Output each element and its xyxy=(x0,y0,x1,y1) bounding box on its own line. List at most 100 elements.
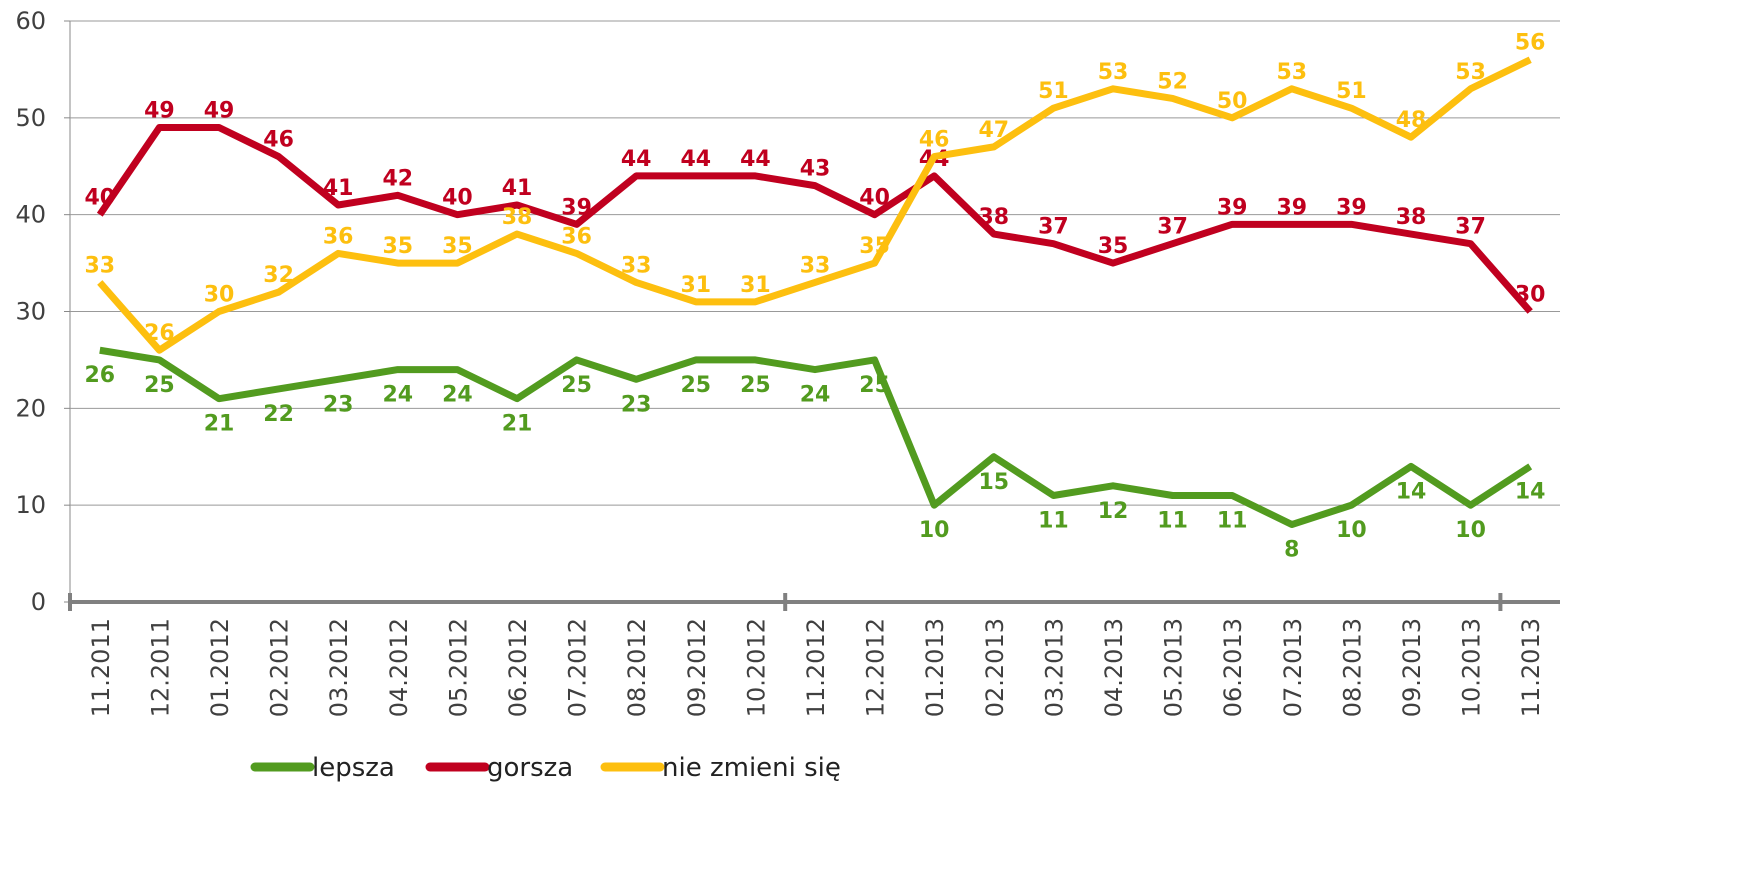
data-label: 22 xyxy=(263,402,294,427)
x-tick-label: 03.2012 xyxy=(325,618,353,717)
x-tick-label: 12.2012 xyxy=(862,618,890,717)
data-label: 44 xyxy=(621,147,652,172)
data-label: 44 xyxy=(680,147,711,172)
data-label: 24 xyxy=(442,383,473,408)
data-label: 25 xyxy=(740,373,771,398)
series-line xyxy=(96,124,1533,314)
data-label: 36 xyxy=(561,224,592,249)
data-label: 51 xyxy=(1336,79,1367,104)
data-label: 43 xyxy=(800,157,831,182)
data-label: 35 xyxy=(442,234,473,259)
data-label: 53 xyxy=(1276,60,1307,85)
x-tick-label: 07.2013 xyxy=(1279,618,1307,717)
data-label: 10 xyxy=(1455,518,1486,543)
x-tick-label: 12.2011 xyxy=(146,618,174,717)
data-label: 25 xyxy=(859,373,890,398)
data-label: 14 xyxy=(1396,479,1427,504)
data-label: 40 xyxy=(859,186,890,211)
data-label: 31 xyxy=(740,273,771,298)
data-label: 37 xyxy=(1455,215,1486,240)
data-label: 37 xyxy=(1157,215,1188,240)
data-label: 25 xyxy=(680,373,711,398)
x-tick-label: 02.2012 xyxy=(266,618,294,717)
data-label: 39 xyxy=(1336,195,1367,220)
x-tick-label: 01.2013 xyxy=(921,618,949,717)
data-label: 37 xyxy=(1038,215,1069,240)
x-tick-label: 06.2013 xyxy=(1219,618,1247,717)
legend-label: nie zmieni się xyxy=(662,753,841,783)
data-label: 11 xyxy=(1038,508,1069,533)
data-label: 39 xyxy=(1276,195,1307,220)
data-label: 42 xyxy=(382,166,413,191)
data-label: 46 xyxy=(919,128,950,153)
data-label: 23 xyxy=(323,392,354,417)
data-label: 25 xyxy=(144,373,175,398)
data-label: 52 xyxy=(1157,69,1188,94)
x-tick-label: 04.2012 xyxy=(385,618,413,717)
data-label: 33 xyxy=(84,253,115,278)
x-tick-label: 05.2012 xyxy=(444,618,472,717)
data-label: 32 xyxy=(263,263,294,288)
data-label: 53 xyxy=(1098,60,1129,85)
data-label: 12 xyxy=(1098,499,1129,524)
x-tick-label: 11.2011 xyxy=(87,618,115,717)
x-tick-label: 09.2013 xyxy=(1398,618,1426,717)
x-tick-label: 05.2013 xyxy=(1160,618,1188,717)
data-label: 38 xyxy=(502,205,533,230)
data-label: 33 xyxy=(800,253,831,278)
data-label: 10 xyxy=(919,518,950,543)
legend-label: gorsza xyxy=(487,753,573,783)
data-label: 26 xyxy=(144,321,175,346)
x-tick-label: 10.2013 xyxy=(1458,618,1486,717)
data-label: 36 xyxy=(323,224,354,249)
x-tick-label: 10.2012 xyxy=(742,618,770,717)
data-label: 38 xyxy=(1396,205,1427,230)
x-tick-label: 03.2013 xyxy=(1040,618,1068,717)
y-tick-label: 50 xyxy=(15,104,46,132)
data-label: 30 xyxy=(204,283,235,308)
data-label: 38 xyxy=(978,205,1009,230)
data-label: 40 xyxy=(442,186,473,211)
data-label: 56 xyxy=(1515,31,1546,56)
data-label: 8 xyxy=(1284,538,1299,563)
y-tick-label: 40 xyxy=(15,201,46,229)
data-label: 39 xyxy=(1217,195,1248,220)
data-label: 21 xyxy=(204,412,235,437)
series-line xyxy=(99,346,1533,529)
data-label: 25 xyxy=(561,373,592,398)
data-label: 10 xyxy=(1336,518,1367,543)
data-label: 11 xyxy=(1157,508,1188,533)
x-tick-label: 08.2013 xyxy=(1338,618,1366,717)
data-label: 40 xyxy=(84,186,115,211)
y-tick-label: 60 xyxy=(15,7,46,35)
x-tick-label: 09.2012 xyxy=(683,618,711,717)
data-label: 49 xyxy=(144,99,175,124)
data-label: 35 xyxy=(382,234,413,259)
x-tick-label: 01.2012 xyxy=(206,618,234,717)
data-label: 26 xyxy=(84,363,115,388)
data-label: 15 xyxy=(978,470,1009,495)
x-tick-label: 02.2013 xyxy=(981,618,1009,717)
x-tick-label: 04.2013 xyxy=(1100,618,1128,717)
y-tick-label: 0 xyxy=(31,588,46,616)
data-label: 49 xyxy=(204,99,235,124)
data-label: 24 xyxy=(800,383,831,408)
data-label: 21 xyxy=(502,412,533,437)
data-label: 11 xyxy=(1217,508,1248,533)
data-label: 48 xyxy=(1396,108,1427,133)
data-label: 53 xyxy=(1455,60,1486,85)
x-tick-label: 06.2012 xyxy=(504,618,532,717)
data-label: 46 xyxy=(263,128,294,153)
data-label: 41 xyxy=(502,176,533,201)
data-label: 41 xyxy=(323,176,354,201)
data-label: 30 xyxy=(1515,283,1546,308)
series-line xyxy=(97,56,1532,354)
data-label: 39 xyxy=(561,195,592,220)
y-tick-label: 30 xyxy=(15,298,46,326)
data-label: 33 xyxy=(621,253,652,278)
data-label: 47 xyxy=(978,118,1009,143)
x-tick-label: 08.2012 xyxy=(623,618,651,717)
data-label: 51 xyxy=(1038,79,1069,104)
data-label: 50 xyxy=(1217,89,1248,114)
data-label: 23 xyxy=(621,392,652,417)
